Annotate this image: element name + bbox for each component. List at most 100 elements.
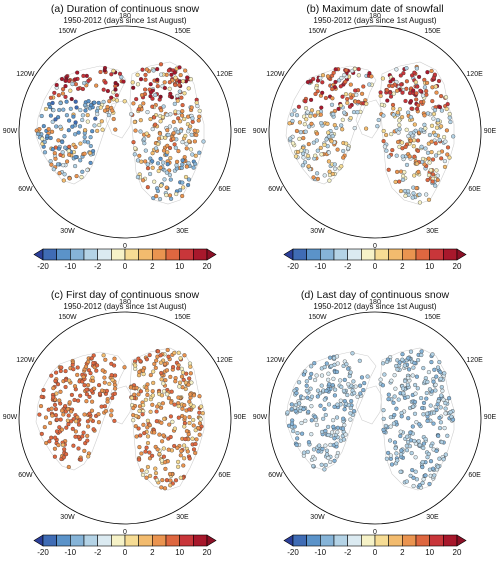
longitude-label: 90W: [2, 414, 18, 421]
station-marker: [63, 84, 68, 89]
colorbar-segment: [402, 534, 417, 547]
station-marker: [414, 186, 419, 191]
longitude-label: 120W: [266, 70, 285, 78]
station-marker: [97, 122, 102, 128]
station-marker: [304, 388, 309, 393]
station-marker: [365, 374, 370, 379]
station-marker: [156, 141, 161, 147]
station-marker: [395, 88, 400, 93]
map-boundary-circle: [268, 311, 482, 525]
station-marker: [378, 93, 383, 98]
station-marker: [84, 392, 89, 397]
station-marker: [306, 409, 311, 414]
station-marker: [164, 368, 170, 373]
station-marker: [112, 418, 117, 423]
station-marker: [430, 352, 435, 357]
longitude-label: 0: [123, 529, 127, 536]
station-marker: [386, 167, 391, 172]
station-marker: [334, 415, 340, 420]
station-marker: [187, 139, 192, 144]
station-marker: [165, 347, 170, 353]
station-marker: [348, 417, 353, 422]
station-marker: [63, 384, 68, 390]
station-marker: [344, 362, 349, 367]
station-marker: [287, 121, 292, 126]
station-marker: [398, 433, 403, 439]
station-marker: [314, 373, 319, 378]
station-marker: [413, 455, 418, 460]
station-marker: [121, 79, 126, 84]
station-marker: [309, 121, 314, 126]
station-marker: [161, 381, 166, 386]
station-marker: [151, 369, 156, 374]
station-marker: [332, 393, 337, 398]
colorbar-tick-label: 2: [150, 262, 155, 271]
station-marker: [449, 414, 454, 419]
station-marker: [92, 123, 97, 128]
station-marker: [430, 172, 436, 177]
station-marker: [430, 99, 435, 104]
station-marker: [424, 192, 429, 197]
colorbar: [33, 534, 217, 547]
station-marker: [175, 445, 180, 450]
station-marker: [348, 405, 353, 411]
station-marker: [165, 392, 170, 397]
colorbar-segment: [388, 534, 403, 547]
station-marker: [400, 154, 405, 159]
station-marker: [326, 455, 331, 461]
station-marker: [193, 441, 198, 447]
station-marker: [157, 131, 163, 136]
station-marker: [56, 146, 62, 151]
station-marker: [122, 365, 127, 370]
station-marker: [323, 443, 328, 448]
station-marker: [174, 191, 179, 197]
station-marker: [53, 156, 58, 161]
station-marker: [113, 373, 118, 378]
station-marker: [389, 462, 395, 467]
station-marker: [114, 93, 119, 98]
station-marker: [158, 94, 163, 99]
station-marker: [410, 373, 415, 378]
colorbar-segment: [443, 534, 458, 547]
station-marker: [91, 353, 96, 358]
station-marker: [137, 457, 142, 462]
station-marker: [56, 93, 61, 98]
panel-title: (c) First day of continuous snow: [50, 289, 200, 301]
station-marker: [391, 421, 396, 426]
station-marker: [143, 87, 148, 92]
station-marker: [181, 377, 186, 382]
station-marker: [98, 69, 103, 75]
station-marker: [289, 421, 295, 426]
station-marker: [400, 115, 405, 120]
station-marker: [439, 156, 444, 161]
station-marker: [338, 103, 343, 108]
station-marker: [395, 367, 400, 372]
station-marker: [64, 452, 69, 457]
station-marker: [303, 418, 308, 423]
longitude-label: 30W: [60, 227, 75, 235]
station-marker: [303, 99, 308, 104]
panel-subtitle: 1950-2012 (days since 1st August): [63, 16, 187, 25]
station-marker: [323, 428, 328, 433]
station-marker: [348, 82, 353, 87]
station-marker: [184, 141, 189, 146]
station-marker: [168, 434, 173, 440]
station-marker: [54, 124, 59, 129]
coastline-greenland: [105, 99, 133, 139]
station-marker: [73, 164, 78, 169]
station-marker: [320, 73, 326, 78]
station-marker: [315, 171, 320, 176]
station-marker: [429, 68, 434, 74]
station-marker: [173, 75, 178, 80]
station-marker: [145, 434, 151, 439]
longitude-label: 180: [369, 299, 381, 306]
colorbar-tick-label: -2: [344, 262, 352, 271]
station-marker: [308, 375, 313, 380]
station-marker: [197, 432, 202, 437]
station-marker: [435, 177, 440, 183]
station-marker: [326, 150, 331, 155]
station-marker: [404, 479, 409, 484]
station-marker: [180, 103, 185, 108]
station-marker: [182, 415, 187, 420]
station-marker: [100, 368, 105, 373]
